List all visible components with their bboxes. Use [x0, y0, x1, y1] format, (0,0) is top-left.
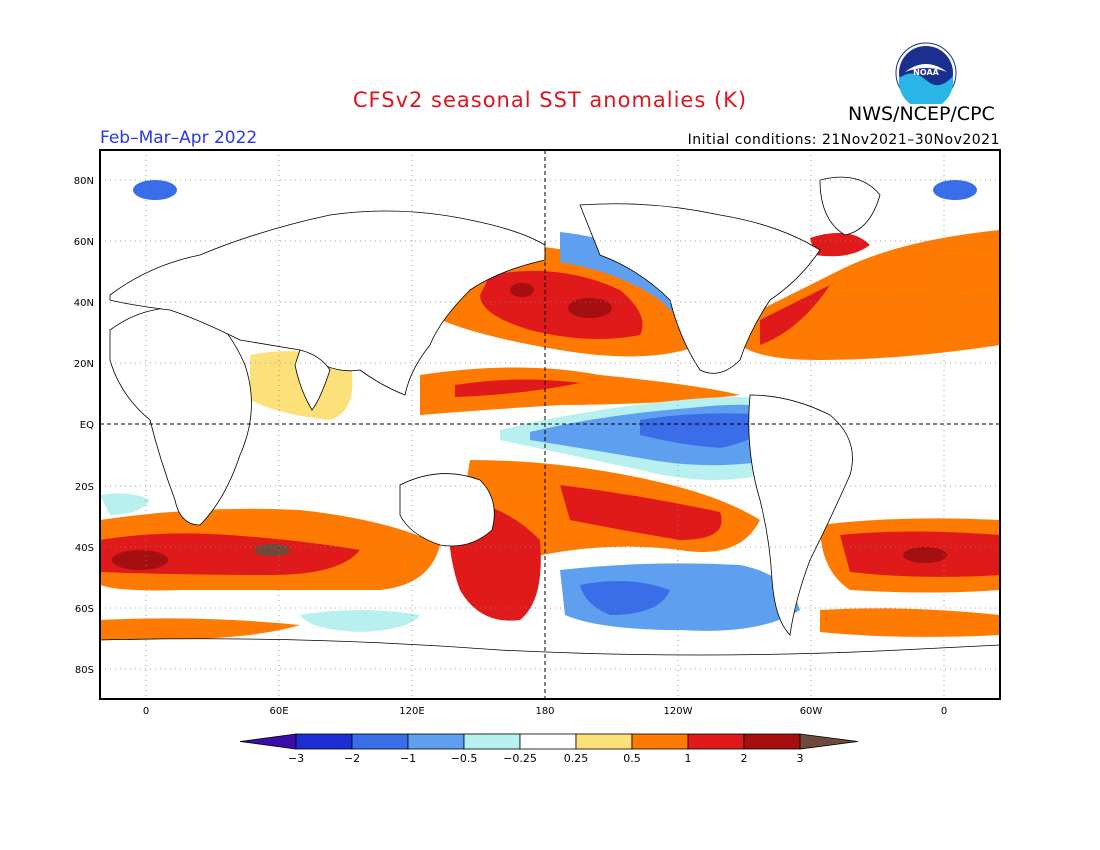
lon-label: 120E — [399, 706, 424, 717]
colorbar-segment — [631, 733, 689, 750]
colorbar-segment — [575, 733, 633, 750]
colorbar-segment — [407, 733, 465, 750]
forecast-period: Feb–Mar–Apr 2022 — [100, 128, 258, 148]
latitude-labels: 80N 60N 40N 20N EQ 20S 40S 60S 80S — [74, 176, 94, 676]
agency-label: NWS/NCEP/CPC — [848, 103, 995, 125]
lon-label: 120W — [664, 706, 693, 717]
lon-label: 0 — [143, 706, 149, 717]
map-title: CFSv2 seasonal SST anomalies (K) — [352, 88, 748, 112]
lat-label: 80S — [75, 665, 94, 676]
lat-label: EQ — [80, 420, 94, 431]
noaa-logo-text: NOAA — [913, 68, 939, 77]
colorbar-label: 1 — [685, 752, 692, 765]
colorbar-segment — [463, 733, 521, 750]
lat-label: 20N — [74, 359, 94, 370]
noaa-logo: NOAA — [895, 42, 957, 104]
lon-label: 60E — [269, 706, 288, 717]
anomaly-field — [100, 180, 1000, 640]
graticule — [100, 150, 1000, 699]
lat-label: 60N — [74, 237, 94, 248]
lat-label: 20S — [75, 482, 94, 493]
colorbar-label: 2 — [741, 752, 748, 765]
lat-label: 60S — [75, 604, 94, 615]
colorbar-segment — [687, 733, 745, 750]
colorbar-label: −1 — [400, 752, 416, 765]
colorbar-segment — [519, 733, 577, 750]
lat-label: 40N — [74, 298, 94, 309]
colorbar-label: 0.5 — [623, 752, 641, 765]
colorbar-label: −0.25 — [503, 752, 537, 765]
longitude-labels: 0 60E 120E 180 120W 60W 0 — [143, 706, 947, 717]
colorbar-label: −0.5 — [451, 752, 478, 765]
lon-label: 60W — [800, 706, 823, 717]
colorbar-segment — [295, 733, 353, 750]
lat-label: 40S — [75, 543, 94, 554]
colorbar-label: 3 — [797, 752, 804, 765]
colorbar-high-extend — [799, 733, 859, 750]
lon-label: 0 — [941, 706, 947, 717]
colorbar-segment — [351, 733, 409, 750]
map-frame — [99, 149, 1001, 700]
colorbar-label: −3 — [288, 752, 304, 765]
colorbar-label: 0.25 — [564, 752, 589, 765]
initial-conditions: Initial conditions: 21Nov2021–30Nov2021 — [687, 132, 1000, 148]
colorbar: −3 −2 −1 −0.5 −0.25 0.25 0.5 1 2 3 — [239, 733, 859, 765]
lon-label: 180 — [535, 706, 554, 717]
colorbar-low-extend — [239, 733, 297, 750]
colorbar-label: −2 — [344, 752, 360, 765]
coastlines — [100, 176, 1000, 699]
lat-label: 80N — [74, 176, 94, 187]
colorbar-segment — [743, 733, 801, 750]
